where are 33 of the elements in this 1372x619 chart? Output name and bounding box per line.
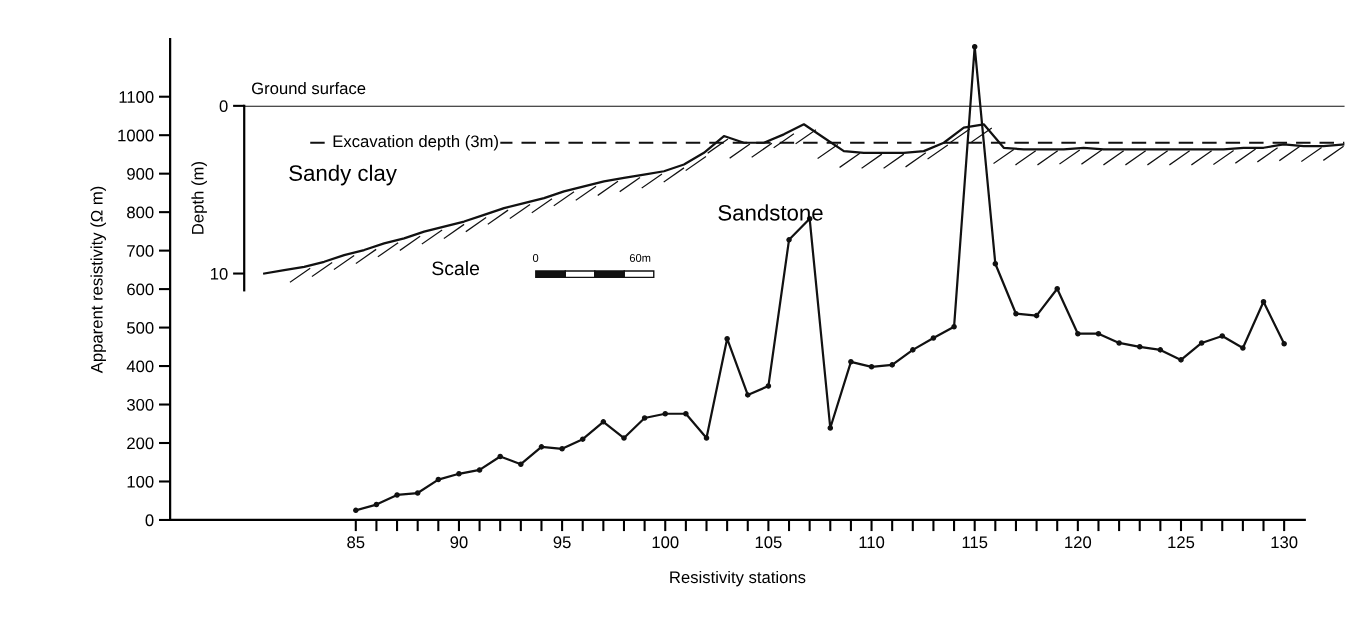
- x-tick-label: 95: [553, 536, 571, 549]
- x-tick-label: 115: [962, 536, 988, 549]
- x-axis-title: Resistivity stations: [670, 570, 806, 587]
- x-tick-label: 120: [1065, 536, 1092, 549]
- annotation: Sandstone: [718, 204, 823, 221]
- y-tick-label: 500: [127, 321, 154, 334]
- y-tick-label: 400: [126, 360, 154, 373]
- y-tick-label: 1100: [119, 91, 154, 103]
- annotation: Scale: [432, 260, 480, 276]
- y-axis-title: Apparent resistivity (Ω m): [90, 186, 106, 374]
- x-tick-label: 110: [859, 536, 885, 549]
- y-tick-label: 100: [127, 475, 154, 488]
- x-tick-label: 85: [347, 536, 365, 549]
- x-tick-label: 90: [450, 536, 468, 549]
- y-tick-label: 800: [127, 206, 154, 219]
- ref-line-label: Ground surface: [252, 81, 366, 95]
- y-tick-label: 300: [126, 398, 154, 411]
- y-tick-label: 200: [127, 437, 154, 450]
- annotation: 60m: [629, 254, 651, 262]
- x-tick-label: 130: [1271, 536, 1298, 549]
- y-tick-label: 10: [210, 267, 228, 280]
- y-axis-title: Depth (m): [191, 162, 207, 234]
- annotation: 0: [532, 254, 539, 262]
- ref-line-label: Excavation depth (3m): [333, 134, 498, 151]
- annotation: Sandy clay: [289, 164, 397, 186]
- y-tick-label: 900: [127, 168, 154, 180]
- y-tick-label: 0: [145, 514, 154, 527]
- x-tick-label: 125: [1168, 536, 1195, 549]
- y-tick-label: 1000: [118, 129, 154, 142]
- x-tick-label: 100: [652, 536, 679, 549]
- y-tick-label: 700: [127, 245, 154, 257]
- y-tick-label: 600: [127, 283, 154, 296]
- x-tick-label: 105: [755, 536, 782, 549]
